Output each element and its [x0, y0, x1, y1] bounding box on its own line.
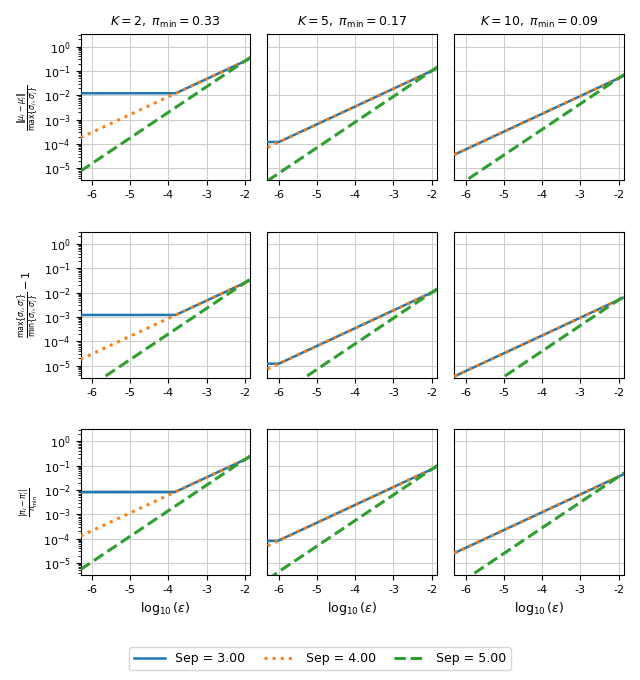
Title: $K = 2,\ \pi_{\min}=0.33$: $K = 2,\ \pi_{\min}=0.33$	[110, 15, 221, 30]
Y-axis label: $\frac{|\pi_i - \pi_i'|}{\pi_{\min}}$: $\frac{|\pi_i - \pi_i'|}{\pi_{\min}}$	[17, 487, 41, 517]
Y-axis label: $\frac{\|\mu_i - \mu_i'\|}{\max\{\sigma_i, \sigma_i'\}}$: $\frac{\|\mu_i - \mu_i'\|}{\max\{\sigma_…	[15, 84, 41, 131]
Legend: Sep = 3.00, Sep = 4.00, Sep = 5.00: Sep = 3.00, Sep = 4.00, Sep = 5.00	[129, 647, 511, 670]
X-axis label: $\log_{10}(\varepsilon)$: $\log_{10}(\varepsilon)$	[515, 600, 564, 617]
X-axis label: $\log_{10}(\varepsilon)$: $\log_{10}(\varepsilon)$	[328, 600, 378, 617]
Y-axis label: $\frac{\max\{\sigma_i, \sigma_i'\}}{\min\{\sigma_i, \sigma_i'\}} - 1$: $\frac{\max\{\sigma_i, \sigma_i'\}}{\min…	[15, 271, 41, 339]
X-axis label: $\log_{10}(\varepsilon)$: $\log_{10}(\varepsilon)$	[140, 600, 191, 617]
Title: $K = 5,\ \pi_{\min}=0.17$: $K = 5,\ \pi_{\min}=0.17$	[297, 15, 408, 30]
Title: $K = 10,\ \pi_{\min}=0.09$: $K = 10,\ \pi_{\min}=0.09$	[480, 15, 598, 30]
